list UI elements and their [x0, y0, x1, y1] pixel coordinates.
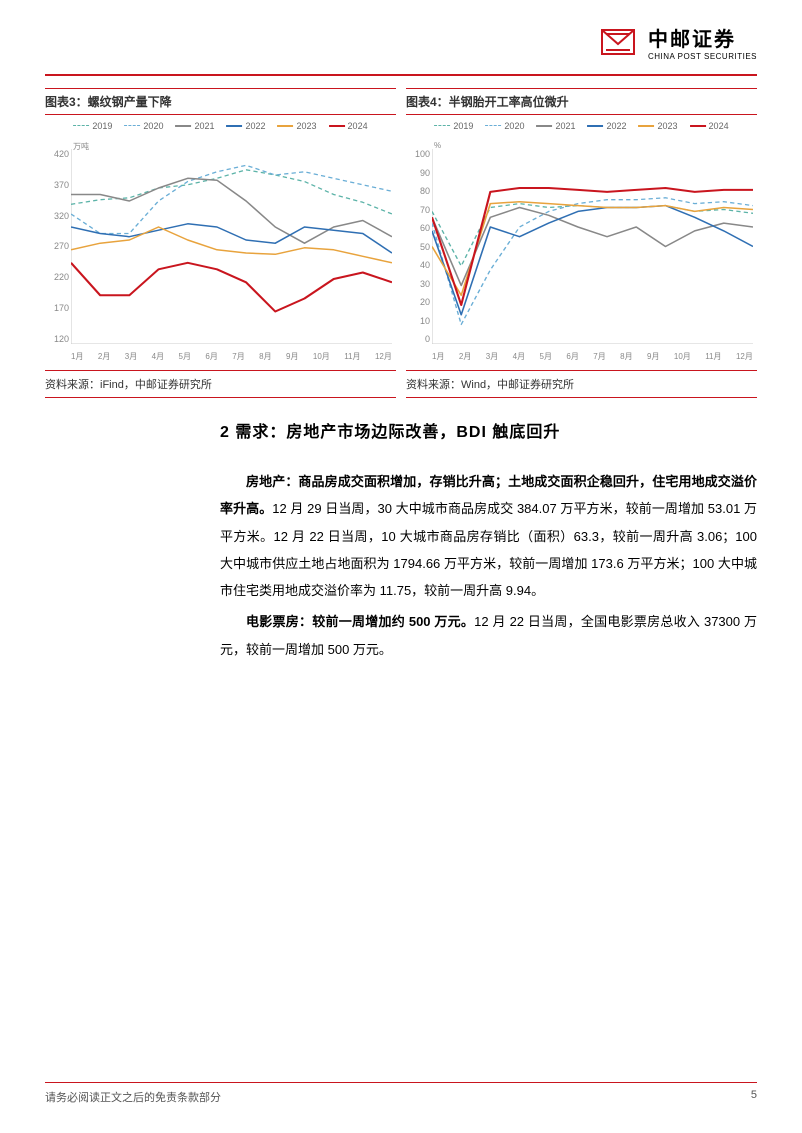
chart3-legend: 2019 2020 2021 2022 2023 2024 [63, 121, 379, 131]
legend-item: 2021 [536, 121, 575, 131]
chart4-title: 图表4：半钢胎开工率高位微升 [406, 88, 757, 115]
legend-item: 2020 [124, 121, 163, 131]
legend-item: 2023 [639, 121, 678, 131]
body-text: 房地产：商品房成交面积增加，存销比升高；土地成交面积企稳回升，住宅用地成交溢价率… [220, 468, 757, 667]
chart3-title: 图表3：螺纹钢产量下降 [45, 88, 396, 115]
chart4-source: 资料来源：Wind，中邮证券研究所 [406, 370, 757, 398]
chart4-box: 201920202021202220232024 % 1009080706050… [406, 119, 757, 364]
header-divider [45, 74, 757, 76]
chart3-column: 图表3：螺纹钢产量下降 201920202021202220232024 万吨 … [45, 88, 396, 398]
legend-item: 2021 [175, 121, 214, 131]
logo-text-en: CHINA POST SECURITIES [648, 52, 757, 61]
header-logo: 中邮证券 CHINA POST SECURITIES [596, 20, 757, 64]
legend-item: 2023 [278, 121, 317, 131]
chart4-y-axis: 1009080706050403020100 [408, 149, 430, 344]
chart3-y-axis: 420370320270220170120 [47, 149, 69, 344]
legend-item: 2020 [485, 121, 524, 131]
footer-page-number: 5 [751, 1089, 757, 1105]
china-post-logo-icon [596, 20, 640, 64]
legend-item: 2019 [434, 121, 473, 131]
footer-disclaimer: 请务必阅读正文之后的免责条款部分 [45, 1089, 221, 1105]
paragraph-2: 电影票房：较前一周增加约 500 万元。12 月 22 日当周，全国电影票房总收… [220, 608, 757, 663]
section-heading: 2 需求：房地产市场边际改善，BDI 触底回升 [220, 418, 757, 442]
legend-item: 2019 [73, 121, 112, 131]
chart3-plot [71, 149, 392, 344]
legend-item: 2024 [690, 121, 729, 131]
chart3-source: 资料来源：iFind，中邮证券研究所 [45, 370, 396, 398]
paragraph-1: 房地产：商品房成交面积增加，存销比升高；土地成交面积企稳回升，住宅用地成交溢价率… [220, 468, 757, 604]
legend-item: 2022 [587, 121, 626, 131]
para1-body: 12 月 29 日当周，30 大中城市商品房成交 384.07 万平方米，较前一… [220, 501, 757, 598]
chart3-box: 201920202021202220232024 万吨 420370320270… [45, 119, 396, 364]
logo-text-cn: 中邮证券 [648, 23, 757, 52]
chart3-x-axis: 1月2月3月4月5月6月7月8月9月10月11月12月 [71, 351, 392, 362]
chart4-legend: 2019 2020 2021 2022 2023 2024 [424, 121, 740, 131]
legend-item: 2024 [329, 121, 368, 131]
charts-row: 图表3：螺纹钢产量下降 201920202021202220232024 万吨 … [45, 88, 757, 398]
legend-item: 2022 [226, 121, 265, 131]
chart4-plot [432, 149, 753, 344]
chart4-column: 图表4：半钢胎开工率高位微升 201920202021202220232024 … [406, 88, 757, 398]
footer: 请务必阅读正文之后的免责条款部分 5 [45, 1082, 757, 1105]
chart4-x-axis: 1月2月3月4月5月6月7月8月9月10月11月12月 [432, 351, 753, 362]
para2-lead: 电影票房：较前一周增加约 500 万元。 [246, 614, 474, 629]
